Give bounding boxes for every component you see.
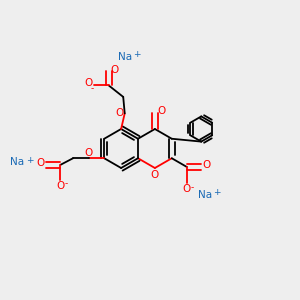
Text: +: + <box>133 50 140 59</box>
Text: O: O <box>36 158 44 168</box>
Text: +: + <box>26 155 33 164</box>
Text: O: O <box>202 160 211 170</box>
Text: O: O <box>84 78 92 88</box>
Text: O: O <box>151 169 159 180</box>
Text: O: O <box>183 184 191 194</box>
Text: O: O <box>158 106 166 116</box>
Text: +: + <box>213 188 220 197</box>
Text: O: O <box>110 65 118 75</box>
Text: -: - <box>90 84 93 93</box>
Text: -: - <box>190 183 194 192</box>
Text: Na: Na <box>118 52 132 62</box>
Text: O: O <box>85 148 93 158</box>
Text: Na: Na <box>198 190 212 200</box>
Text: O: O <box>57 181 65 191</box>
Text: Na: Na <box>11 157 25 167</box>
Text: O: O <box>115 108 123 118</box>
Text: -: - <box>64 179 68 189</box>
